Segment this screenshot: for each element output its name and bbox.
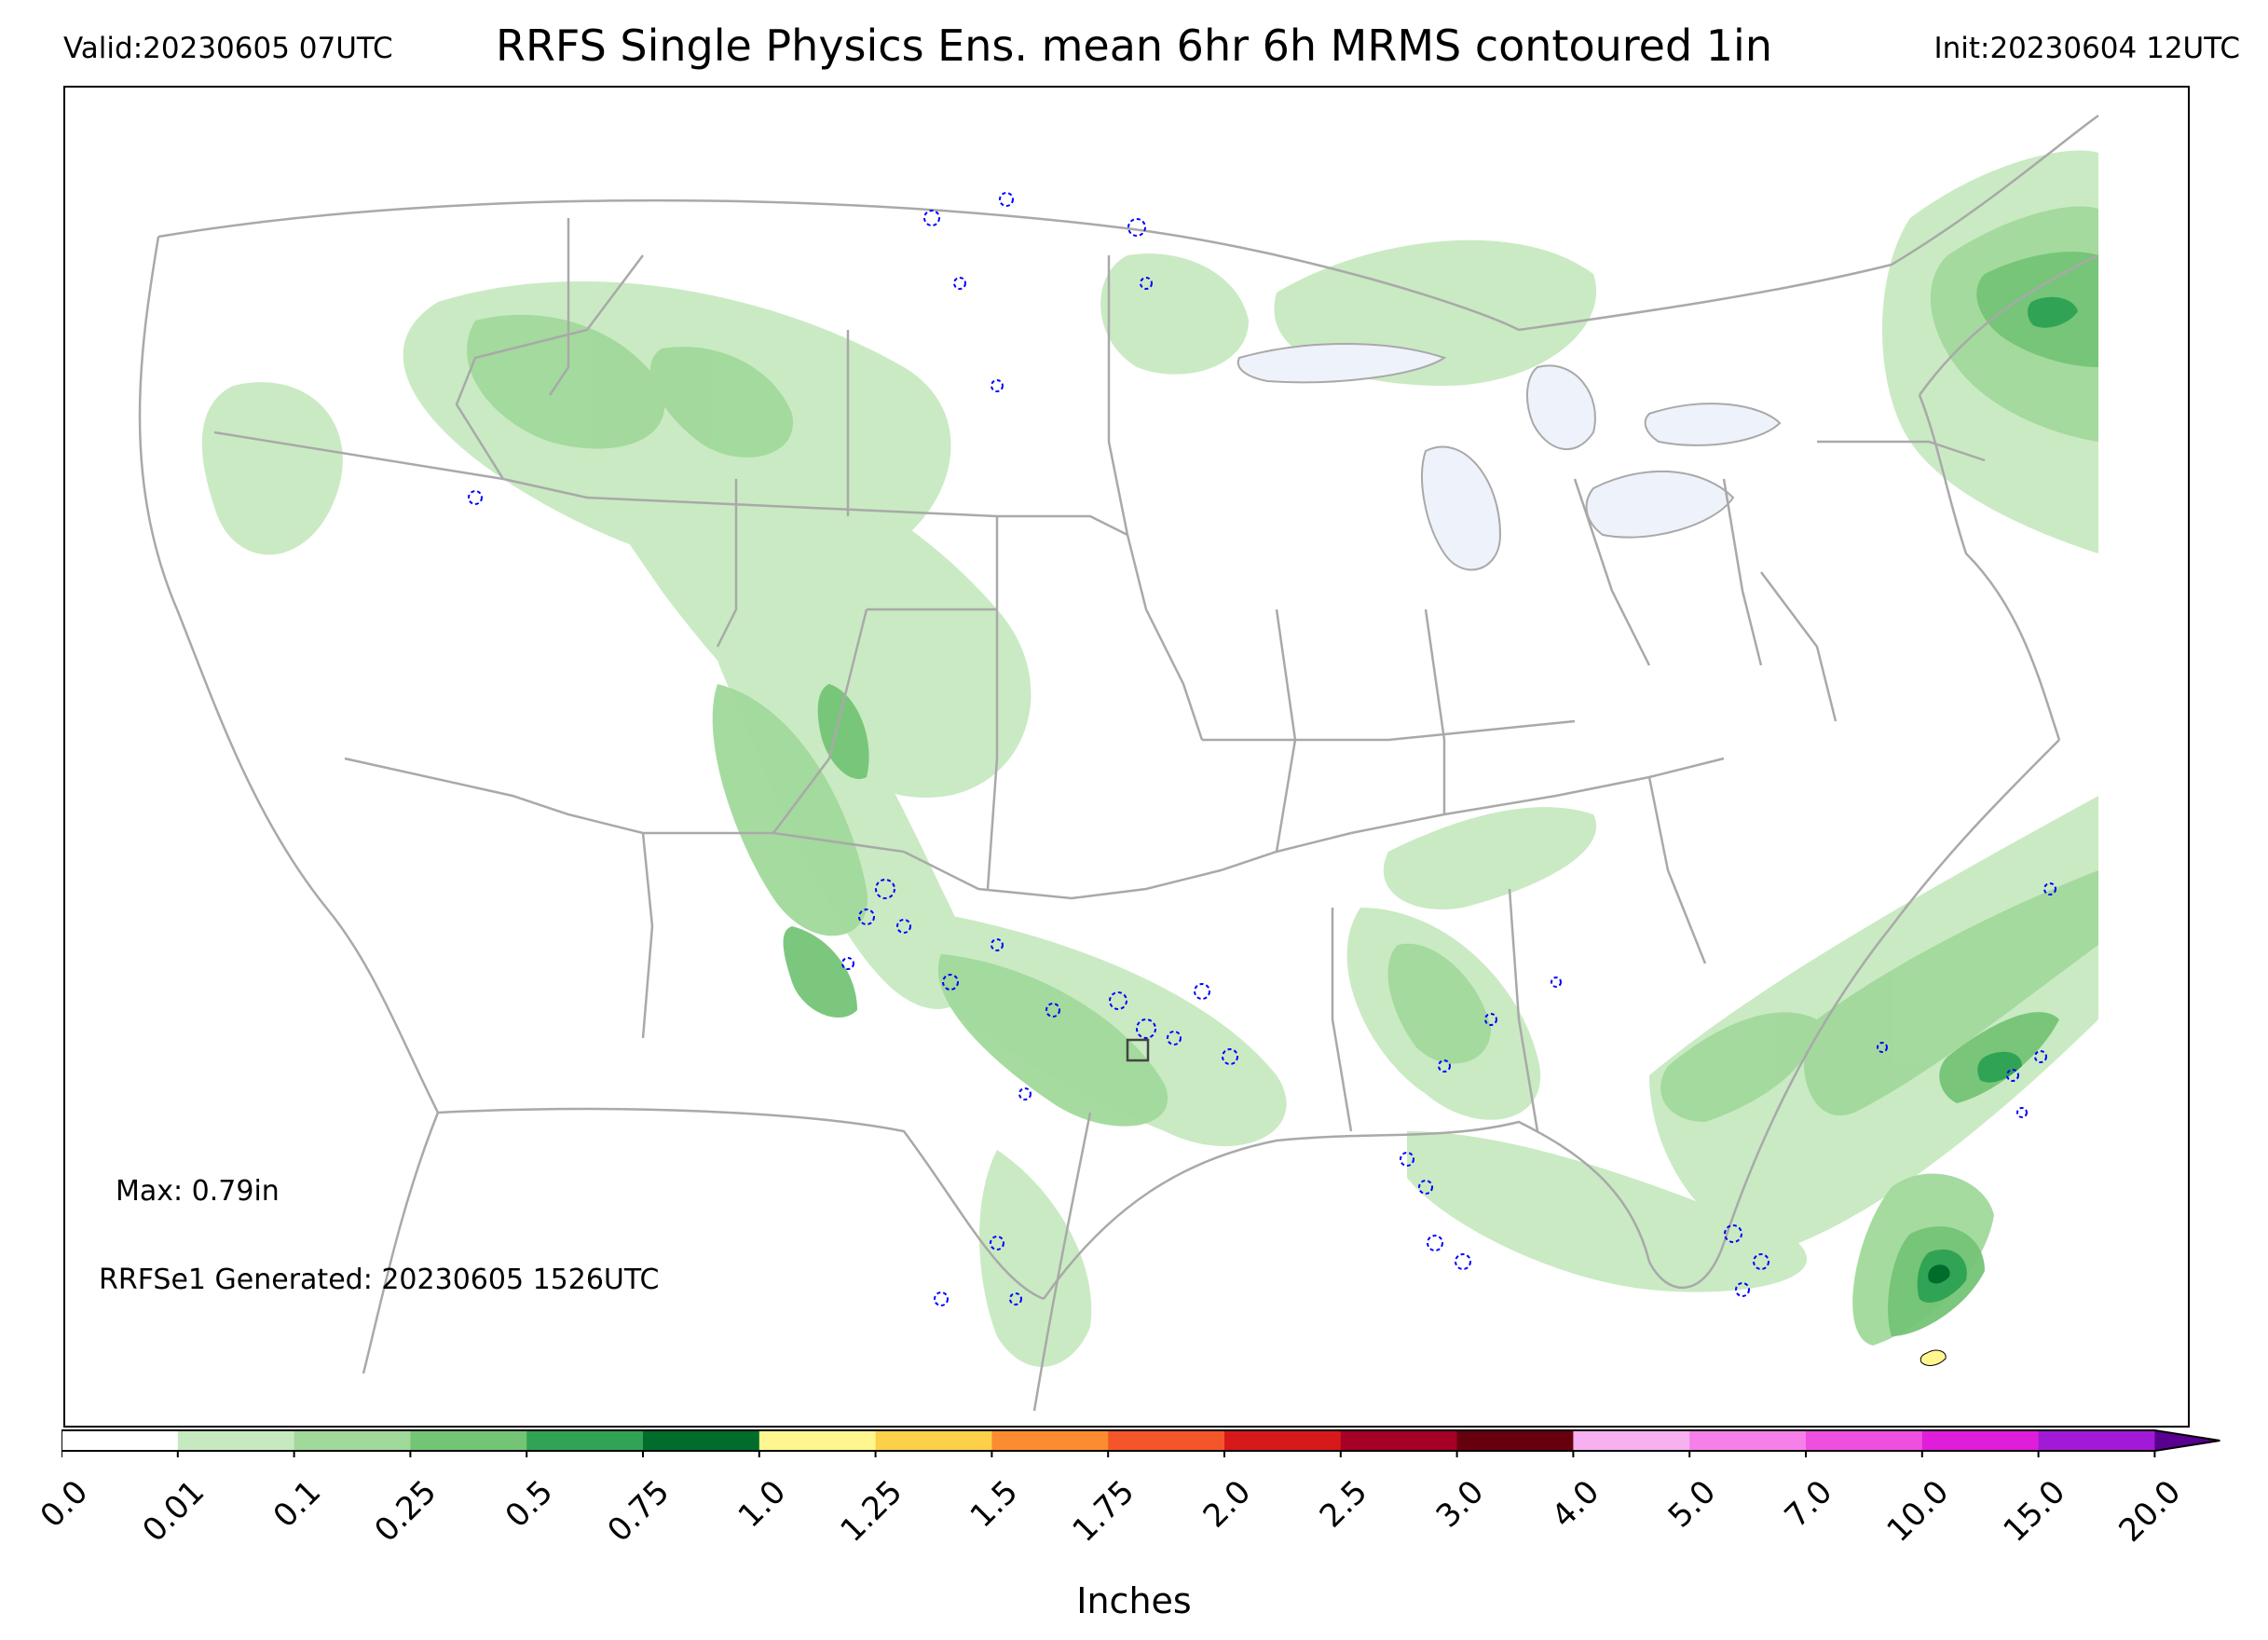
great-lakes [1236, 343, 1782, 571]
colorbar-tick-label: 0.75 [600, 1473, 677, 1550]
colorbar-tick-label: 7.0 [1777, 1473, 1840, 1536]
colorbar-segment [1456, 1430, 1574, 1451]
colorbar-tick-label: 4.0 [1545, 1473, 1607, 1536]
colorbar-tick-label: 0.25 [367, 1473, 444, 1550]
colorbar-extend-arrow [2154, 1430, 2220, 1451]
colorbar-tick-label: 0.0 [33, 1473, 96, 1536]
init-time: Init:20230604 12UTC [1933, 32, 2240, 65]
precip-shading [201, 150, 2098, 1367]
colorbar-tick-label: 2.0 [1195, 1473, 1259, 1536]
colorbar-segment [410, 1430, 527, 1451]
mrms-contours [468, 192, 2056, 1306]
colorbar-tick-label: 1.25 [833, 1473, 909, 1550]
colorbar-tick-label: 2.5 [1312, 1473, 1375, 1536]
precip-map: Max: 0.79in RRFSe1 Generated: 20230605 1… [63, 86, 2190, 1428]
colorbar-tick-label: 1.0 [731, 1473, 794, 1536]
colorbar-segment [1224, 1430, 1342, 1451]
colorbar-title: Inches [1076, 1580, 1192, 1621]
colorbar-segment [526, 1430, 644, 1451]
colorbar-segment [643, 1430, 760, 1451]
colorbar-segment [294, 1430, 411, 1451]
colorbar-segment [1340, 1430, 1458, 1451]
colorbar-outline [61, 1429, 2220, 1452]
colorbar-tick-label: 0.5 [498, 1473, 561, 1536]
colorbar-tick-label: 1.75 [1065, 1473, 1142, 1550]
colorbar-tick-label: 20.0 [2111, 1473, 2189, 1550]
max-box [1126, 1038, 1150, 1062]
map-svg [138, 114, 2099, 1412]
colorbar-segment [61, 1430, 179, 1451]
colorbar-segment [1573, 1430, 1690, 1451]
colorbar [61, 1429, 2220, 1457]
colorbar-segment [1689, 1430, 1807, 1451]
colorbar-tick-label: 3.0 [1428, 1473, 1491, 1536]
colorbar-segment [758, 1430, 877, 1451]
map-title: RRFS Single Physics Ens. mean 6hr 6h MRM… [496, 20, 1772, 71]
colorbar-tick-label: 10.0 [1879, 1473, 1957, 1550]
header: Valid:20230605 07UTC RRFS Single Physics… [0, 0, 2268, 84]
colorbar-segment [177, 1430, 295, 1451]
valid-time: Valid:20230605 07UTC [63, 32, 393, 65]
colorbar-segment [1806, 1430, 1923, 1451]
state-borders [138, 114, 2099, 1412]
generated-label: RRFSe1 Generated: 20230605 1526UTC [99, 1264, 660, 1296]
colorbar-segment [991, 1430, 1109, 1451]
max-label: Max: 0.79in [116, 1175, 280, 1208]
colorbar-tick-label: 5.0 [1660, 1473, 1724, 1536]
colorbar-segment [875, 1430, 992, 1451]
colorbar-tick-label: 1.5 [963, 1473, 1026, 1536]
colorbar-tick-label: 15.0 [1996, 1473, 2072, 1550]
colorbar-segment [1108, 1430, 1225, 1451]
colorbar-tick-labels: 0.0 0.01 0.1 0.25 0.5 0.75 1.0 1.25 1.5 1.75 2.0 2.… [0, 1468, 2268, 1570]
colorbar-tick-label: 0.01 [135, 1473, 212, 1550]
colorbar-segment [1921, 1430, 2040, 1451]
colorbar-tick-label: 0.1 [266, 1473, 328, 1536]
colorbar-segment [2038, 1430, 2155, 1451]
